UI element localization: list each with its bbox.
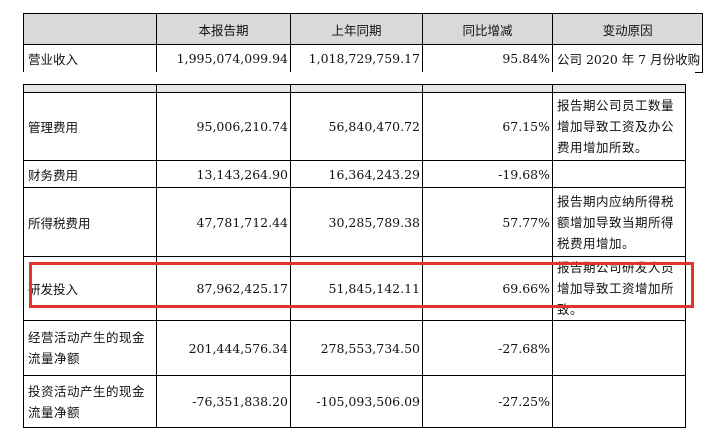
row-label: 经营活动产生的现金流量净额 — [23, 320, 157, 376]
table-row — [23, 84, 686, 93]
row-label: 投资活动产生的现金流量净额 — [23, 375, 157, 428]
summary-table-main: 管理费用 95,006,210.74 56,840,470.72 67.15% … — [23, 84, 686, 428]
header-change-reason: 变动原因 — [551, 13, 704, 45]
row-change: 69.66% — [422, 256, 553, 321]
row-prior: 30,285,789.38 — [290, 187, 423, 257]
spacer-cell — [422, 84, 553, 93]
table-row: 研发投入 87,962,425.17 51,845,142.11 69.66% … — [23, 256, 686, 321]
row-reason: 公司 2020 年 7 月份收购 — [551, 44, 704, 73]
row-current: -76,351,838.20 — [156, 375, 291, 428]
row-change: 95.84% — [422, 44, 553, 73]
row-reason: 报告期公司研发人员增加导致工资增加所致。 — [552, 256, 686, 321]
row-reason — [552, 320, 686, 376]
row-prior: -105,093,506.09 — [290, 375, 423, 428]
spacer-cell — [290, 84, 423, 93]
table-row: 投资活动产生的现金流量净额 -76,351,838.20 -105,093,50… — [23, 375, 686, 428]
row-change: -27.68% — [422, 320, 553, 376]
row-prior: 56,840,470.72 — [290, 92, 423, 161]
table-gap — [23, 72, 695, 84]
row-change: -19.68% — [422, 160, 553, 188]
row-label: 所得税费用 — [23, 187, 157, 257]
spacer-cell — [552, 84, 686, 93]
row-label: 财务费用 — [23, 160, 157, 188]
table-row: 营业收入 1,995,074,099.94 1,018,729,759.17 9… — [23, 44, 704, 73]
row-label: 管理费用 — [23, 92, 157, 161]
header-prior-period: 上年同期 — [290, 13, 423, 45]
row-reason: 报告期内应纳所得税额增加导致当期所得税费用增加。 — [552, 187, 686, 257]
row-change: 57.77% — [422, 187, 553, 257]
header-current-period: 本报告期 — [156, 13, 291, 45]
row-current: 201,444,576.34 — [156, 320, 291, 376]
row-prior: 1,018,729,759.17 — [290, 44, 423, 73]
table-row: 财务费用 13,143,264.90 16,364,243.29 -19.68% — [23, 160, 686, 188]
row-change: -27.25% — [422, 375, 553, 428]
row-reason: 报告期公司员工数量增加导致工资及办公费用增加所致。 — [552, 92, 686, 161]
row-current: 1,995,074,099.94 — [156, 44, 291, 73]
row-current: 47,781,712.44 — [156, 187, 291, 257]
header-yoy-change: 同比增减 — [422, 13, 553, 45]
row-reason — [552, 160, 686, 188]
row-prior: 16,364,243.29 — [290, 160, 423, 188]
row-current: 87,962,425.17 — [156, 256, 291, 321]
row-label: 研发投入 — [23, 256, 157, 321]
row-current: 13,143,264.90 — [156, 160, 291, 188]
spacer-cell — [156, 84, 291, 93]
header-item — [23, 13, 157, 45]
row-prior: 51,845,142.11 — [290, 256, 423, 321]
table-row: 管理费用 95,006,210.74 56,840,470.72 67.15% … — [23, 92, 686, 161]
header-row: 本报告期 上年同期 同比增减 变动原因 — [23, 13, 704, 45]
table-row: 经营活动产生的现金流量净额 201,444,576.34 278,553,734… — [23, 320, 686, 376]
spacer-cell — [23, 84, 157, 93]
row-prior: 278,553,734.50 — [290, 320, 423, 376]
table-row: 所得税费用 47,781,712.44 30,285,789.38 57.77%… — [23, 187, 686, 257]
summary-table-top: 本报告期 上年同期 同比增减 变动原因 营业收入 1,995,074,099.9… — [23, 13, 704, 73]
row-label: 营业收入 — [23, 44, 157, 73]
row-change: 67.15% — [422, 92, 553, 161]
row-reason — [552, 375, 686, 428]
row-current: 95,006,210.74 — [156, 92, 291, 161]
